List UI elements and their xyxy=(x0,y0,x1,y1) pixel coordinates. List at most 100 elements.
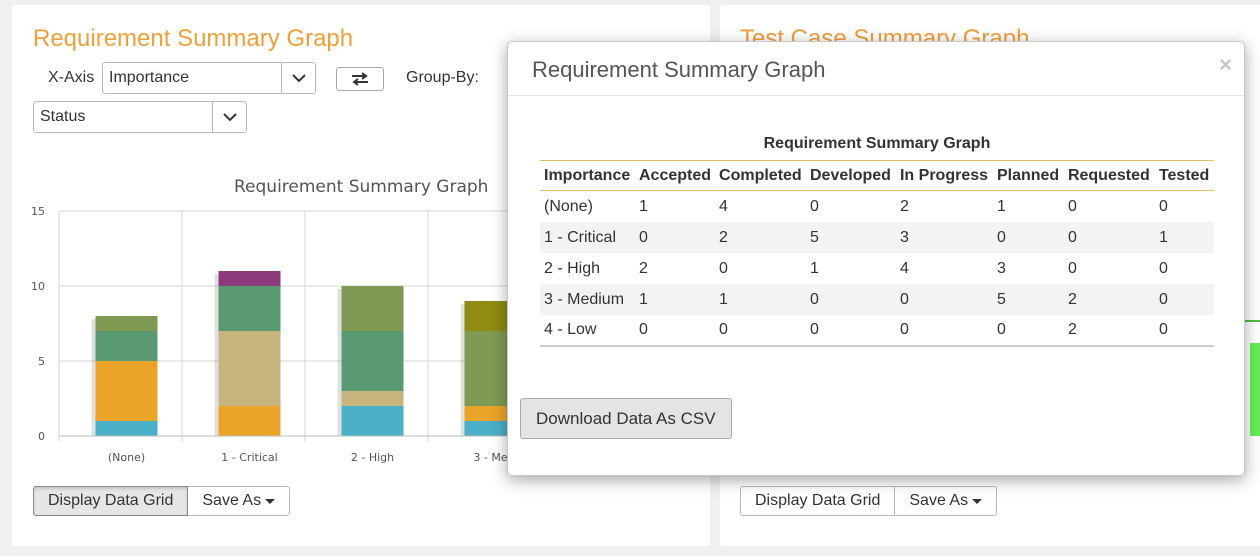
chevron-down-icon xyxy=(281,63,315,93)
table-cell: 5 xyxy=(806,221,896,253)
table-cell: 1 xyxy=(810,259,819,277)
table-cell: 0 xyxy=(719,259,728,277)
row-label-cell: 3 - Medium xyxy=(540,283,635,315)
table-cell: 2 xyxy=(638,259,648,277)
table-cell: 0 xyxy=(806,283,896,315)
close-icon[interactable]: × xyxy=(1219,52,1232,77)
table-cell: 0 xyxy=(1067,197,1077,215)
panel-title: Requirement Summary Graph xyxy=(33,25,354,52)
bar-segment xyxy=(95,421,158,436)
groupby-select[interactable]: Status xyxy=(33,101,247,133)
table-caption: Requirement Summary Graph xyxy=(763,135,991,152)
table-row: 1 - Critical 0 2 5 3 0 0 1 xyxy=(540,221,1214,253)
table-row: 3 - Medium 1 1 0 0 5 2 0 xyxy=(540,283,1214,315)
chart-title: Requirement Summary Graph xyxy=(234,177,489,197)
swap-icon xyxy=(352,72,368,86)
table-cell: 0 xyxy=(1154,314,1214,347)
modal-header: Requirement Summary Graph × xyxy=(508,42,1244,96)
column-header[interactable]: In Progress xyxy=(895,160,993,191)
row-label-cell: (None) xyxy=(544,197,593,215)
column-header[interactable]: Planned xyxy=(992,160,1064,191)
row-label-cell: 4 - Low xyxy=(540,314,635,347)
save-as-label: Save As xyxy=(202,492,262,509)
table-cell: 0 xyxy=(1063,221,1155,253)
table-cell: 4 xyxy=(719,197,728,215)
bar-segment xyxy=(95,361,158,421)
table-cell: 0 xyxy=(1154,283,1214,315)
table-cell: 2 xyxy=(1063,314,1155,347)
left-button-group: Display Data Grid Save As xyxy=(33,486,291,516)
groupby-label: Group-By: xyxy=(406,69,479,86)
y-tick-label: 0 xyxy=(38,430,45,443)
y-tick-label: 5 xyxy=(38,355,45,368)
bar-segment xyxy=(218,331,281,406)
save-as-button[interactable]: Save As xyxy=(188,486,291,516)
row-label-cell: 2 - High xyxy=(544,259,601,277)
display-data-grid-button[interactable]: Display Data Grid xyxy=(740,486,896,516)
data-grid-modal: Requirement Summary Graph × Requirement … xyxy=(507,41,1245,476)
table-cell: 2 xyxy=(1063,283,1155,315)
swap-axes-button[interactable] xyxy=(336,67,384,91)
xaxis-select[interactable]: Importance xyxy=(102,62,316,94)
x-tick-label: 1 - Critical xyxy=(221,451,277,464)
bar-segment xyxy=(341,406,404,436)
bar-segment xyxy=(341,286,404,331)
table-cell: 4 xyxy=(899,259,909,277)
caret-down-icon xyxy=(972,498,983,504)
column-header[interactable]: Accepted xyxy=(634,160,716,191)
modal-title: Requirement Summary Graph xyxy=(532,57,826,82)
table-cell: 0 xyxy=(810,197,819,215)
table-cell: 1 xyxy=(996,197,1006,215)
groupby-value: Status xyxy=(40,108,86,125)
chart-bar-fragment xyxy=(1250,343,1260,436)
bar-segment xyxy=(95,316,158,331)
chart-bar-fragment xyxy=(1245,320,1260,322)
caret-down-icon xyxy=(265,498,276,504)
table-cell: 0 xyxy=(992,221,1064,253)
summary-data-table: Importance Accepted Completed Developed In P… xyxy=(540,160,1214,347)
x-tick-label: 2 - High xyxy=(351,451,394,464)
table-cell: 0 xyxy=(634,221,716,253)
xaxis-label: X-Axis xyxy=(48,69,95,86)
bar-segment xyxy=(218,406,281,436)
x-tick-label: 3 - Medi xyxy=(473,451,517,464)
y-tick-label: 10 xyxy=(31,280,45,293)
bar-segment xyxy=(341,331,404,391)
table-cell: 1 xyxy=(1154,221,1214,253)
table-cell: 1 xyxy=(634,283,716,315)
column-header[interactable]: Importance xyxy=(540,160,635,191)
right-button-group: Display Data Grid Save As xyxy=(740,486,998,516)
column-header[interactable]: Developed xyxy=(806,160,896,191)
bar-segment xyxy=(218,271,281,286)
x-tick-label: (None) xyxy=(108,451,145,464)
table-row: 4 - Low 0 0 0 0 0 2 0 xyxy=(540,314,1214,347)
table-cell: 3 xyxy=(895,221,993,253)
chevron-down-icon xyxy=(212,102,246,132)
table-cell: 2 xyxy=(715,221,806,253)
bar-segment xyxy=(341,391,404,406)
xaxis-value: Importance xyxy=(109,69,190,86)
y-tick-label: 15 xyxy=(31,205,45,218)
table-cell: 0 xyxy=(806,314,896,347)
display-data-grid-button[interactable]: Display Data Grid xyxy=(33,486,189,516)
table-cell: 0 xyxy=(1067,259,1077,277)
table-cell: 2 xyxy=(899,197,909,215)
download-csv-button[interactable]: Download Data As CSV xyxy=(520,398,732,439)
table-cell: 0 xyxy=(634,314,716,347)
table-cell: 0 xyxy=(1158,197,1168,215)
bar-segment xyxy=(95,331,158,361)
table-cell: 1 xyxy=(715,283,806,315)
table-cell: 5 xyxy=(992,283,1064,315)
table-cell: 0 xyxy=(895,314,993,347)
row-label-cell: 1 - Critical xyxy=(540,221,635,253)
table-cell: 3 xyxy=(996,259,1006,277)
table-row: (None) 1 4 0 2 1 0 0 xyxy=(540,191,1214,222)
save-as-label: Save As xyxy=(909,492,969,509)
table-cell: 0 xyxy=(992,314,1064,347)
column-header[interactable]: Requested xyxy=(1063,160,1155,191)
column-header[interactable]: Tested xyxy=(1154,160,1214,191)
save-as-button[interactable]: Save As xyxy=(895,486,998,516)
table-cell: 0 xyxy=(1158,259,1168,277)
table-cell: 1 xyxy=(638,197,648,215)
column-header[interactable]: Completed xyxy=(715,160,806,191)
